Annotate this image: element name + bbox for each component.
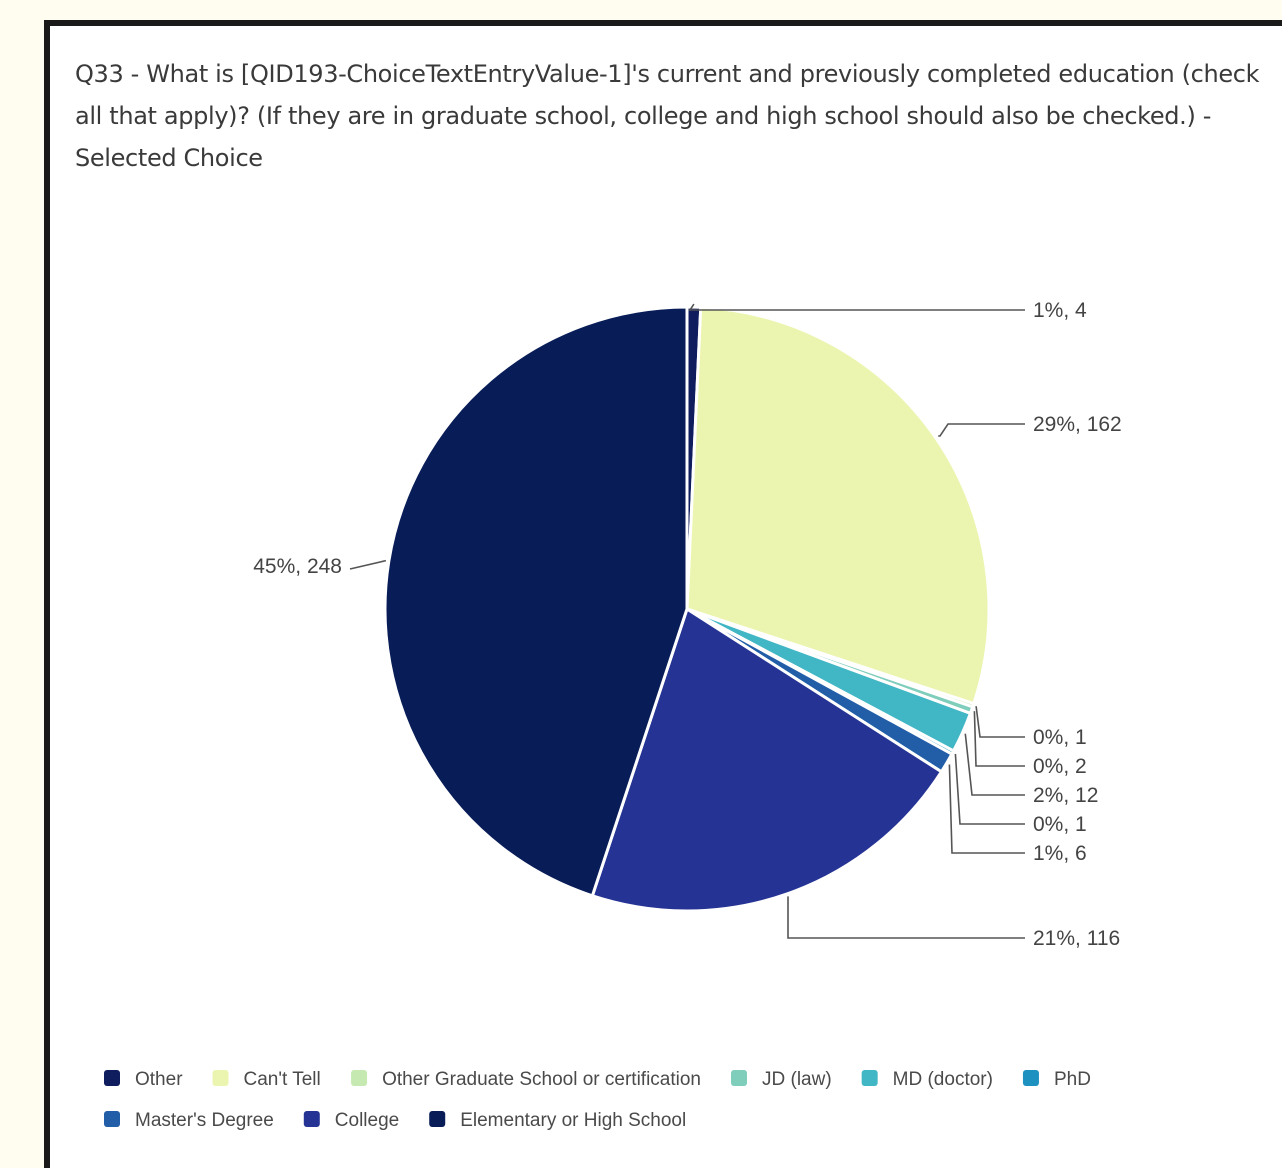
data-label-md-doctor: 2%, 12 — [1033, 784, 1098, 807]
legend-item-elementary-or-high-school[interactable]: Elementary or High School — [429, 1110, 686, 1131]
legend-swatch — [212, 1070, 229, 1086]
data-label-phd: 0%, 1 — [1033, 813, 1087, 836]
legend-label: Can't Tell — [244, 1069, 321, 1090]
legend-swatch — [303, 1111, 320, 1127]
legend-label: Elementary or High School — [460, 1110, 686, 1131]
leader-line-phd — [954, 753, 1025, 825]
legend-label: Other — [135, 1069, 183, 1090]
legend-label: Master's Degree — [135, 1110, 274, 1131]
legend-item-other[interactable]: Other — [104, 1069, 183, 1090]
legend-swatch — [1022, 1070, 1039, 1086]
legend-item-jd-law[interactable]: JD (law) — [731, 1069, 832, 1090]
data-label-jd-law: 0%, 2 — [1033, 755, 1087, 778]
legend-label: College — [335, 1110, 399, 1131]
legend-item-college[interactable]: College — [303, 1110, 399, 1131]
slice-elementary-or-high-school[interactable] — [383, 305, 689, 898]
data-label-other-graduate-school-or-certification: 0%, 1 — [1033, 726, 1087, 749]
legend-item-md-doctor[interactable]: MD (doctor) — [861, 1069, 993, 1090]
legend-item-other-graduate-school-or-certification[interactable]: Other Graduate School or certification — [351, 1069, 701, 1090]
leader-line-elementary-or-high-school — [349, 559, 387, 570]
legend-item-can-t-tell[interactable]: Can't Tell — [212, 1069, 321, 1090]
slice-college[interactable] — [590, 607, 943, 913]
legend-swatch — [104, 1111, 120, 1127]
pie-chart: 1%, 4 29%, 162 0%, 1 0%, 2 2%, 12 0%, 1 1%, 6 2… — [104, 299, 1122, 1131]
leader-line-can-t-tell — [938, 423, 1025, 437]
leader-line-other — [688, 303, 1025, 311]
legend-swatch — [351, 1070, 368, 1086]
chart-title: Q33 - What is [QID193-ChoiceTextEntryVal… — [75, 60, 1260, 172]
data-label-elementary-or-high-school: 45%, 248 — [253, 555, 342, 578]
legend-swatch — [731, 1070, 748, 1086]
legend-item-phd[interactable]: PhD — [1022, 1069, 1091, 1090]
data-label-other: 1%, 4 — [1033, 299, 1087, 322]
legend-swatch — [104, 1070, 120, 1086]
slice-can-t-tell[interactable] — [685, 305, 991, 706]
legend-label: PhD — [1054, 1069, 1091, 1090]
data-label-can-t-tell: 29%, 162 — [1033, 413, 1122, 436]
data-label-college: 21%, 116 — [1033, 927, 1120, 950]
data-label-master-s-degree: 1%, 6 — [1033, 842, 1087, 865]
leader-line-md-doctor — [964, 733, 1025, 796]
legend-swatch — [861, 1070, 878, 1086]
legend-item-master-s-degree[interactable]: Master's Degree — [104, 1110, 274, 1131]
legend-swatch — [429, 1111, 446, 1127]
legend-label: JD (law) — [762, 1069, 832, 1090]
leader-line-other-graduate-school-or-certification — [975, 706, 1025, 738]
legend-label: MD (doctor) — [893, 1069, 993, 1090]
leader-line-jd-law — [973, 711, 1025, 767]
chart-frame: Q33 - What is [QID193-ChoiceTextEntryVal… — [44, 20, 1282, 1168]
chart-panel: Q33 - What is [QID193-ChoiceTextEntryVal… — [50, 26, 1282, 1168]
leader-line-college — [787, 896, 1025, 939]
legend-label: Other Graduate School or certification — [382, 1069, 701, 1090]
leader-line-master-s-degree — [948, 764, 1025, 854]
